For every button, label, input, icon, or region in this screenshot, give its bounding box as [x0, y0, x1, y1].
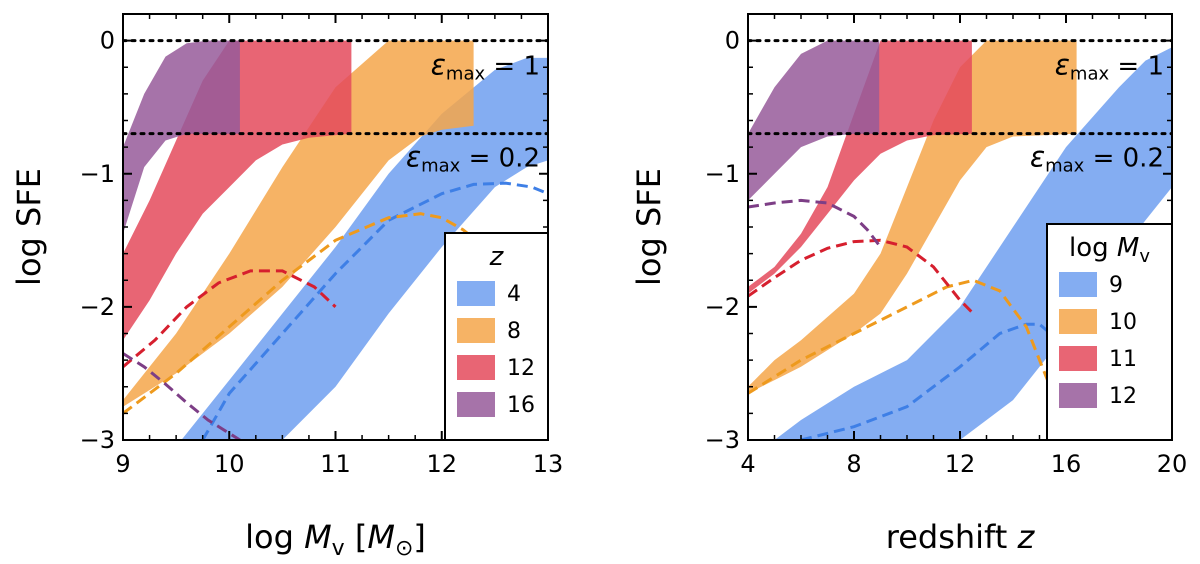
y-axis-label: log SFE — [630, 168, 668, 286]
y-tick-label: 0 — [100, 27, 115, 55]
plot-area — [748, 39, 1172, 440]
dashed-line-8 — [123, 212, 486, 415]
y-tick-label: −2 — [80, 293, 115, 321]
x-tick-label: 8 — [846, 450, 861, 478]
band-12 — [748, 40, 880, 201]
dashed-line-11 — [748, 238, 975, 315]
band-16 — [123, 40, 240, 234]
dashed-line-12 — [748, 198, 882, 248]
x-tick-label: 11 — [320, 450, 351, 478]
legend-label-12: 12 — [1109, 384, 1137, 409]
x-tick-label: 9 — [115, 450, 130, 478]
legend-swatch-8 — [457, 318, 495, 343]
dashed-line-4 — [201, 181, 548, 440]
legend-swatch-11 — [1059, 346, 1097, 371]
legend-label-12: 12 — [507, 356, 535, 381]
band-12 — [123, 40, 352, 341]
band-11 — [748, 40, 972, 294]
x-tick-label: 16 — [1051, 450, 1082, 478]
legend-title: log Mv — [1069, 233, 1150, 267]
y-tick-label: 0 — [725, 27, 740, 55]
legend-swatch-12 — [457, 355, 495, 380]
x-axis-label: log Mv [M⊙] — [245, 518, 426, 561]
x-tick-label: 20 — [1157, 450, 1188, 478]
x-tick-label: 12 — [945, 450, 976, 478]
legend-label-9: 9 — [1109, 273, 1123, 298]
legend-swatch-16 — [457, 392, 495, 417]
plot-area — [123, 39, 548, 440]
legend-title: z — [489, 242, 505, 272]
dashed-line-9 — [800, 322, 1110, 440]
x-axis-label: redshift z — [886, 518, 1036, 556]
band-8 — [123, 40, 474, 407]
epsilon-label-1: εmax = 0.2 — [406, 141, 540, 177]
right-panel: εmax = 1 εmax = 0.2 4 8 12 16 20 −3 −2 −1 0 log SFE… — [630, 13, 1188, 556]
epsilon-label-0: εmax = 1 — [431, 49, 540, 85]
epsilon-label-1: εmax = 0.2 — [1030, 141, 1164, 177]
x-tick-label: 10 — [214, 450, 245, 478]
legend-label-10: 10 — [1109, 310, 1137, 335]
y-tick-label: −1 — [705, 160, 740, 188]
legend: log Mv 9 10 11 12 — [1046, 223, 1173, 441]
legend-swatch-12 — [1059, 383, 1097, 408]
y-axis-label: log SFE — [10, 168, 48, 286]
left-panel: εmax = 1 εmax = 0.2 9 10 11 12 13 −3 −2 −1 0 log SF… — [10, 13, 564, 561]
x-tick-label: 4 — [740, 450, 755, 478]
x-tick-label: 13 — [533, 450, 564, 478]
dashed-line-10 — [748, 278, 1073, 440]
band-9 — [774, 47, 1172, 440]
legend-swatch-10 — [1059, 309, 1097, 334]
legend-swatch-9 — [1059, 272, 1097, 297]
legend-label-11: 11 — [1109, 347, 1137, 372]
legend-label-16: 16 — [507, 393, 535, 418]
y-tick-label: −3 — [80, 426, 115, 454]
legend-label-4: 4 — [507, 282, 521, 307]
y-tick-label: −3 — [705, 426, 740, 454]
x-tick-label: 12 — [426, 450, 457, 478]
legend-swatch-4 — [457, 281, 495, 306]
legend-label-8: 8 — [507, 319, 521, 344]
y-tick-label: −1 — [80, 160, 115, 188]
dashed-line-16 — [123, 352, 241, 440]
y-tick-label: −2 — [705, 293, 740, 321]
epsilon-label-0: εmax = 1 — [1055, 49, 1164, 85]
band-10 — [748, 40, 1077, 394]
legend: z4 8 12 16 — [444, 232, 549, 441]
dashed-line-12 — [123, 269, 337, 368]
